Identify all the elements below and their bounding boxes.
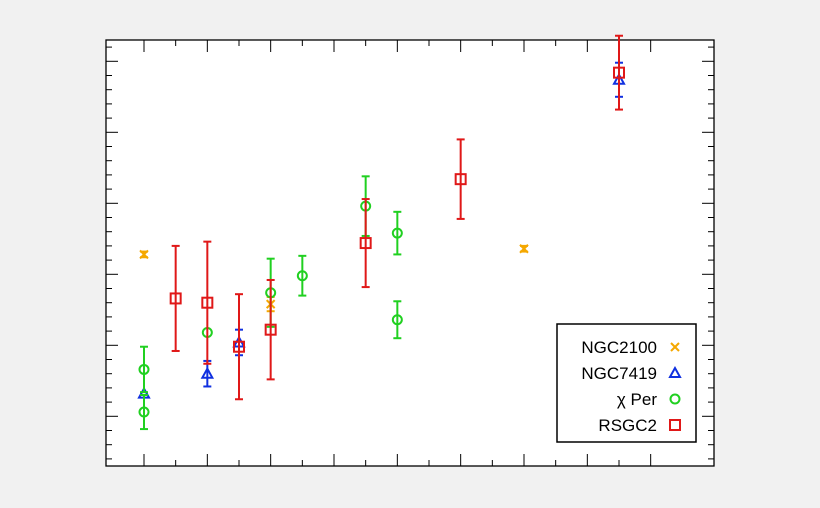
data-point: [264, 323, 277, 336]
data-point: [139, 249, 149, 260]
legend-label: RSGC2: [598, 416, 657, 435]
data-point: [138, 363, 150, 375]
legend-label: NGC2100: [581, 338, 657, 357]
data-point: [359, 237, 372, 250]
data-point: [200, 366, 215, 379]
legend-label: NGC7419: [581, 364, 657, 383]
legend-marker: [669, 393, 681, 405]
data-point: [391, 227, 403, 239]
legend-marker: [669, 419, 681, 431]
data-point: [454, 173, 467, 186]
data-point: [613, 66, 625, 79]
data-point: [391, 314, 403, 326]
legend-label: χ Per: [617, 390, 657, 409]
data-point: [296, 270, 308, 282]
data-point: [169, 292, 182, 305]
series-3: [169, 34, 625, 401]
data-point: [519, 244, 529, 254]
legend-marker: [670, 342, 680, 352]
data-marks: [137, 34, 626, 431]
series-2: [138, 175, 403, 431]
data-point: [138, 406, 150, 418]
axis-ticks: [106, 40, 714, 466]
data-point: [201, 296, 214, 309]
legend: NGC2100 NGC7419 χ Per RSGC2: [556, 323, 697, 443]
data-point: [233, 340, 245, 353]
legend-marker: [668, 365, 682, 378]
